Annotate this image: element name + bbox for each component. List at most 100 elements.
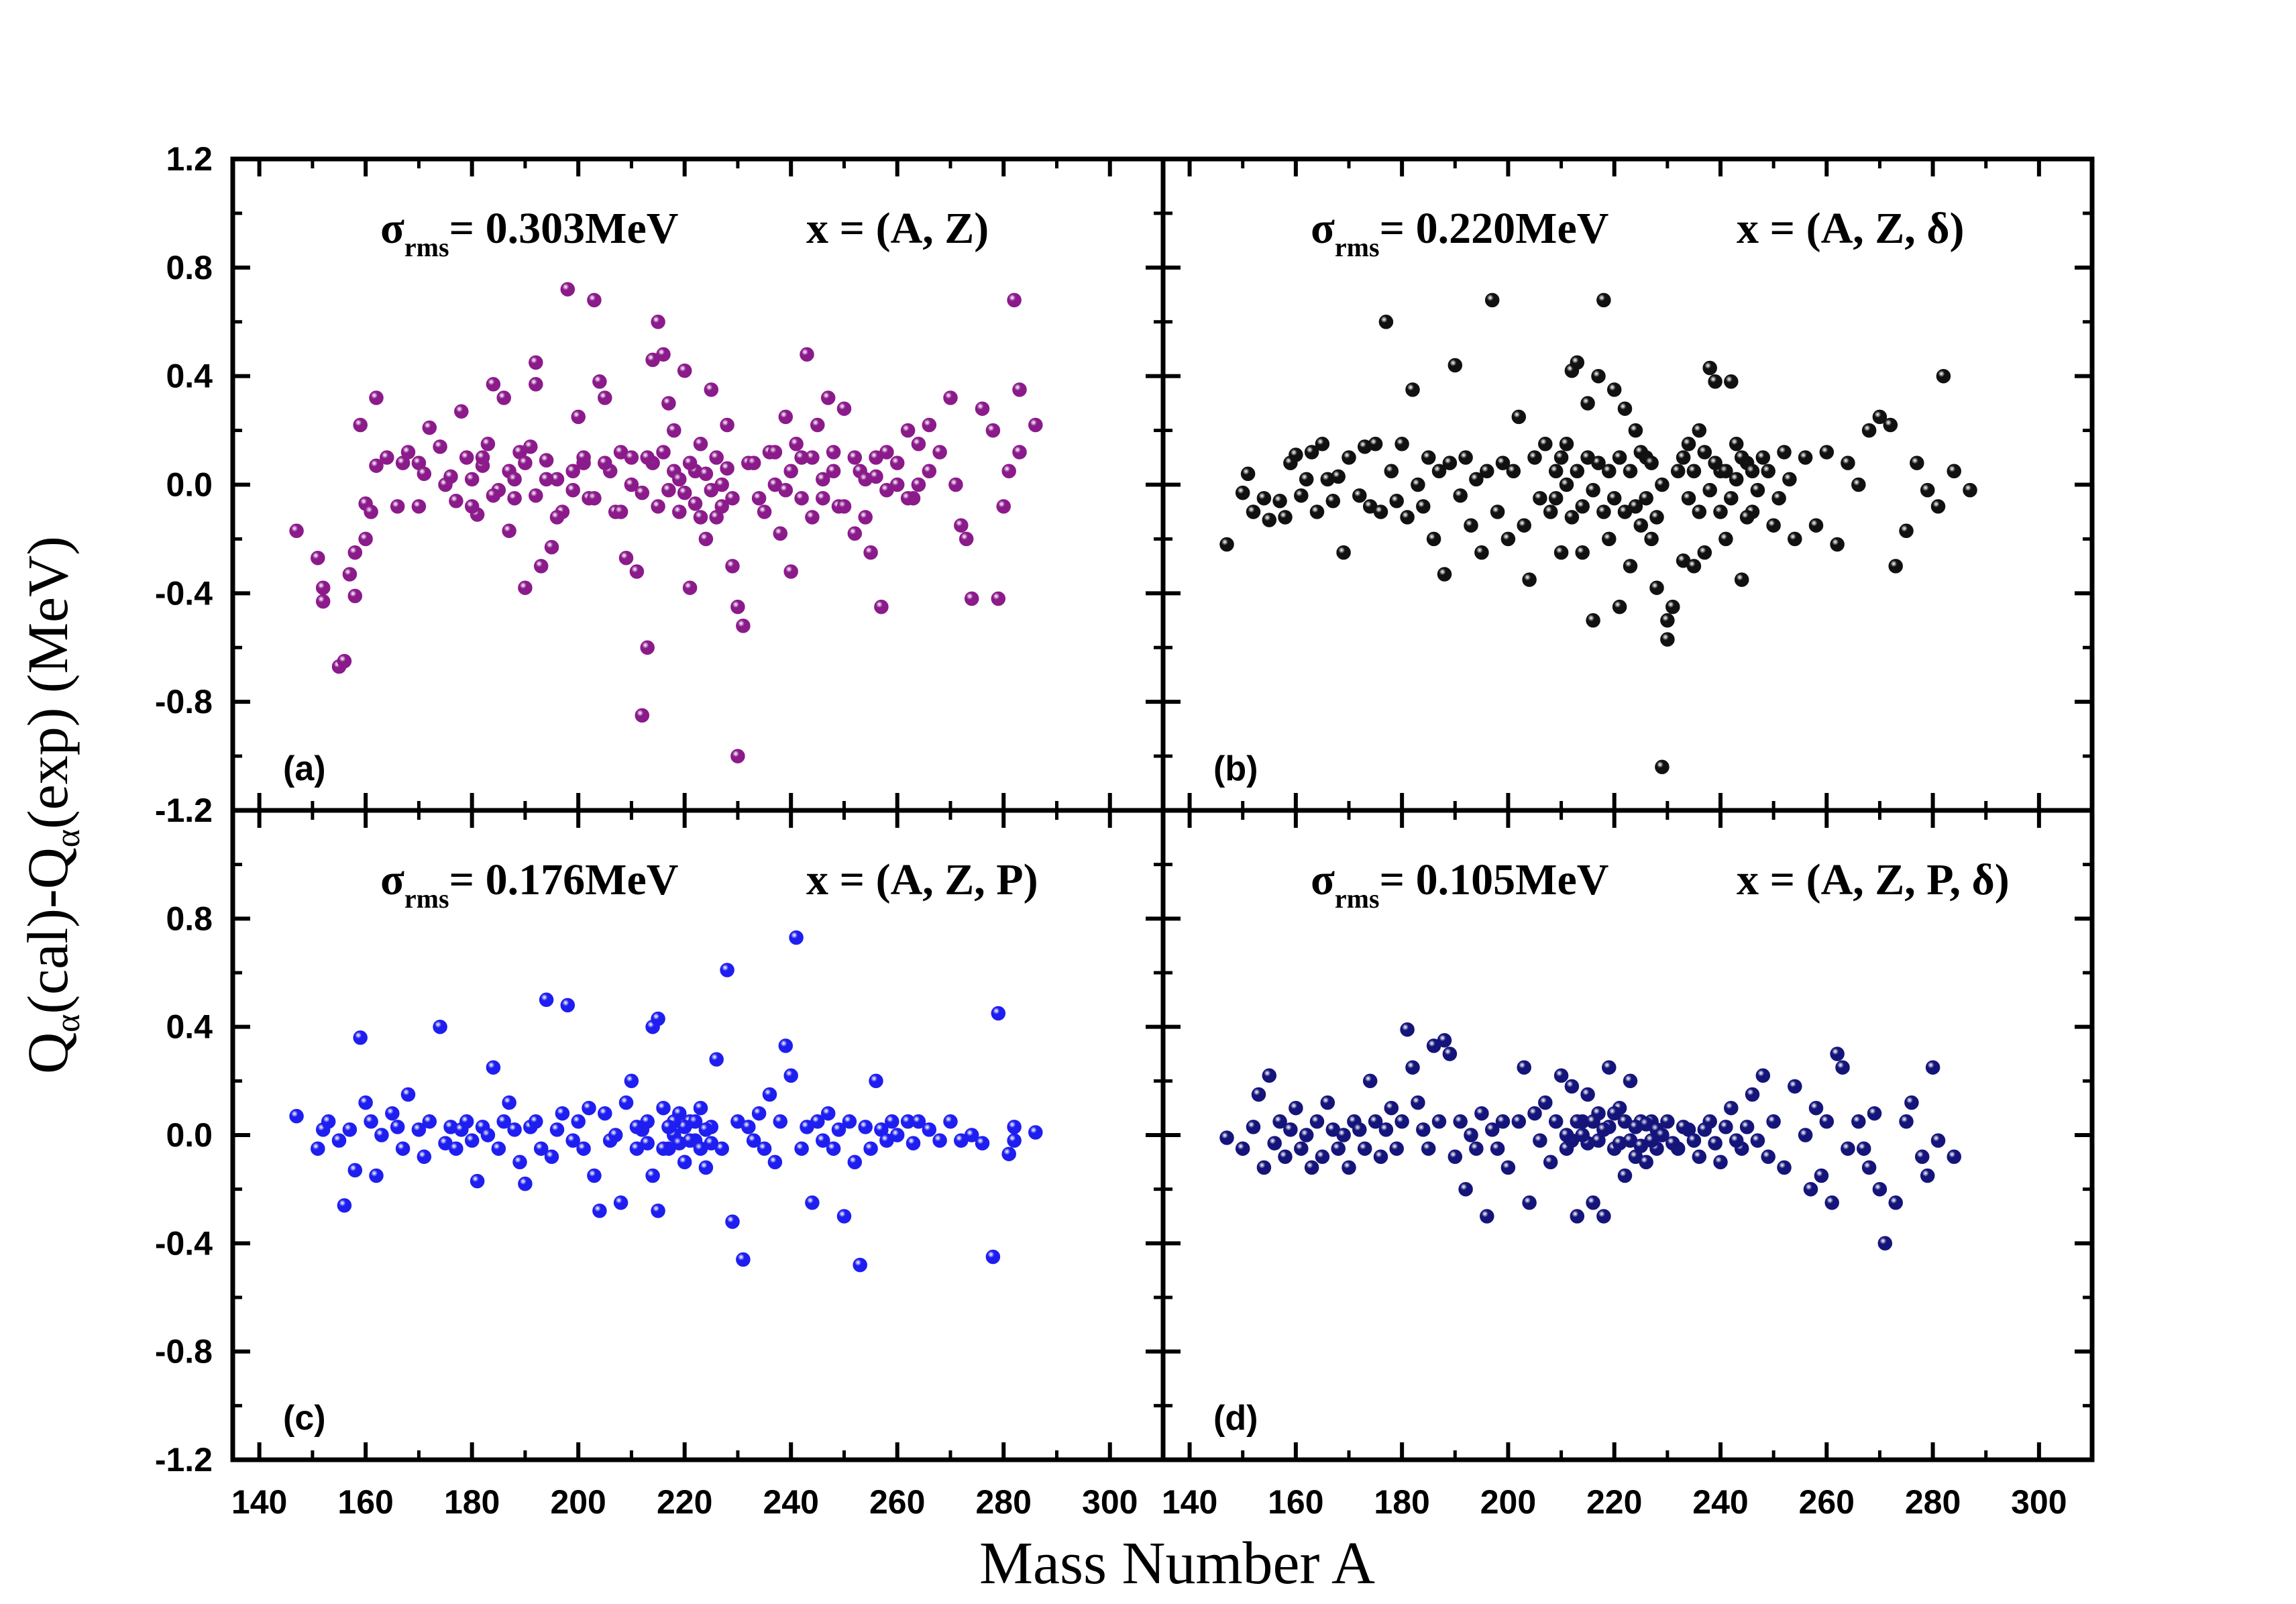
data-point: [869, 469, 883, 484]
data-point: [544, 539, 559, 555]
data-point: [1405, 1060, 1420, 1075]
data-point: [587, 490, 602, 506]
data-point: [1517, 518, 1531, 533]
data-point: [959, 531, 974, 547]
data-point: [1692, 504, 1707, 519]
data-point: [1606, 490, 1622, 506]
data-point: [863, 545, 878, 560]
data-point: [1331, 1141, 1346, 1156]
data-point: [518, 1176, 533, 1191]
data-point: [529, 488, 543, 503]
data-point: [321, 1114, 336, 1129]
data-point: [1686, 1133, 1702, 1148]
data-point: [693, 1100, 708, 1116]
data-point: [347, 545, 363, 560]
data-point: [1453, 488, 1468, 503]
data-point: [651, 1011, 665, 1026]
data-point: [816, 490, 830, 506]
data-point: [1925, 1060, 1940, 1075]
data-point: [1431, 1114, 1447, 1129]
data-point: [1761, 464, 1775, 479]
data-point: [539, 453, 554, 468]
data-point: [1963, 482, 1977, 498]
data-point: [1559, 1128, 1574, 1142]
data-point: [342, 1122, 358, 1137]
data-point: [1553, 450, 1569, 465]
data-point: [592, 1204, 607, 1218]
data-point: [704, 382, 719, 397]
y-tick-label: -1.2: [155, 1441, 213, 1479]
data-point: [1692, 1149, 1707, 1165]
sigma-annotation: σrms= 0.303MeV: [380, 204, 678, 262]
data-point: [1458, 450, 1473, 465]
data-point: [1904, 1095, 1919, 1110]
data-point: [576, 1141, 591, 1156]
data-point: [1570, 1114, 1585, 1129]
data-point: [1580, 450, 1595, 465]
data-point: [1395, 1114, 1409, 1129]
data-point: [1336, 1128, 1351, 1142]
data-point: [1304, 445, 1319, 460]
feature-annotation: x = (A, Z, P): [806, 855, 1038, 904]
x-tick-label: 140: [1162, 1483, 1217, 1521]
data-point: [502, 1095, 516, 1110]
data-point: [1373, 504, 1388, 519]
data-point: [1777, 1160, 1792, 1175]
data-point: [725, 1214, 740, 1229]
data-point: [640, 640, 655, 655]
data-point: [507, 472, 522, 487]
data-point: [1713, 504, 1728, 519]
y-tick-label: 1.2: [166, 792, 213, 829]
data-point: [347, 1163, 363, 1178]
data-point: [1543, 504, 1558, 519]
panel-c: σrms= 0.176MeV x = (A, Z, P) (c): [283, 855, 1043, 1438]
data-point: [1718, 1120, 1733, 1134]
data-point: [1447, 358, 1463, 373]
data-point: [1729, 472, 1744, 487]
data-point: [342, 567, 358, 582]
data-point: [1028, 417, 1043, 433]
data-point: [337, 1198, 352, 1213]
feature-annotation: x = (A, Z, δ): [1737, 204, 1965, 253]
data-point: [1278, 1149, 1293, 1165]
data-point: [714, 499, 729, 514]
data-point: [900, 490, 916, 506]
data-point: [885, 1114, 899, 1129]
data-point: [698, 1122, 714, 1137]
x-tick-label: 160: [1268, 1483, 1323, 1521]
data-point: [443, 469, 458, 484]
data-point: [1724, 374, 1739, 389]
data-point: [337, 653, 352, 669]
data-point: [1788, 1079, 1802, 1094]
data-point: [1681, 490, 1696, 506]
data-point: [1734, 572, 1749, 587]
data-point: [1012, 382, 1027, 397]
data-point: [1246, 1120, 1261, 1134]
data-point: [1007, 1133, 1022, 1148]
data-point: [1219, 537, 1234, 552]
data-point: [1362, 1073, 1378, 1089]
data-point: [800, 347, 814, 362]
y-tick-label: -0.8: [155, 1333, 213, 1371]
data-point: [820, 390, 836, 405]
data-point: [991, 591, 1006, 606]
data-point: [1304, 1160, 1319, 1175]
data-point: [1867, 1106, 1882, 1121]
data-point: [964, 591, 979, 606]
data-point: [1655, 759, 1670, 775]
data-point: [1718, 464, 1733, 479]
data-point: [1325, 494, 1341, 509]
data-point: [1702, 482, 1717, 498]
data-point: [380, 450, 394, 465]
data-point: [1708, 1136, 1723, 1151]
data-point: [1490, 1141, 1505, 1156]
data-point: [767, 1155, 783, 1170]
data-point: [475, 450, 490, 465]
data-point: [1606, 1106, 1622, 1121]
data-point: [794, 450, 809, 465]
data-point: [1591, 368, 1606, 384]
data-point: [1389, 494, 1404, 509]
data-point: [555, 1106, 570, 1121]
data-point: [496, 390, 511, 405]
data-point: [1315, 1149, 1330, 1165]
